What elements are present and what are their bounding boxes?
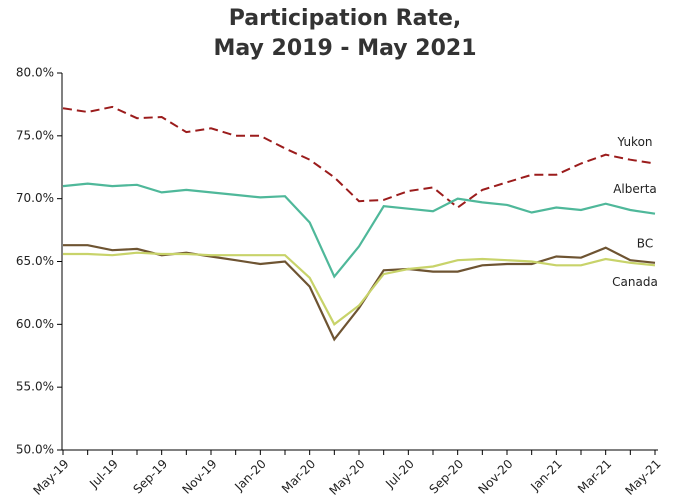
y-tick-label: 50.0% [16, 443, 54, 457]
x-tick-label: Sep-19 [131, 457, 171, 497]
x-tick-label: May-21 [622, 457, 663, 498]
x-tick-label: Nov-19 [180, 457, 220, 497]
series-label: Canada [612, 275, 658, 289]
x-tick-label: Jan-20 [231, 457, 269, 495]
chart-title: Participation Rate, [229, 6, 462, 31]
series-label: BC [637, 236, 653, 250]
y-tick-label: 70.0% [16, 191, 54, 205]
y-tick-label: 55.0% [16, 380, 54, 394]
x-tick-label: Mar-20 [279, 457, 318, 496]
y-tick-label: 80.0% [16, 66, 54, 80]
x-tick-label: Nov-20 [476, 457, 516, 497]
x-tick-label: Mar-21 [575, 457, 614, 496]
series-line [63, 251, 656, 326]
series-line [62, 105, 656, 209]
series-label: Alberta [613, 182, 657, 196]
series-line [62, 182, 656, 279]
y-tick-label: 75.0% [16, 128, 54, 142]
x-tick-label: Jul-20 [382, 457, 417, 492]
x-tick-label: Jan-21 [527, 457, 565, 495]
x-tick-label: May-20 [326, 457, 367, 498]
series-line [63, 244, 656, 342]
y-tick-label: 60.0% [16, 317, 54, 331]
x-tick-label: Jul-19 [86, 457, 121, 492]
y-tick-label: 65.0% [16, 254, 54, 268]
chart-title: May 2019 - May 2021 [213, 36, 476, 61]
x-tick-label: Sep-20 [427, 457, 467, 497]
series-label: Yukon [616, 135, 652, 149]
x-tick-label: May-19 [30, 457, 71, 498]
